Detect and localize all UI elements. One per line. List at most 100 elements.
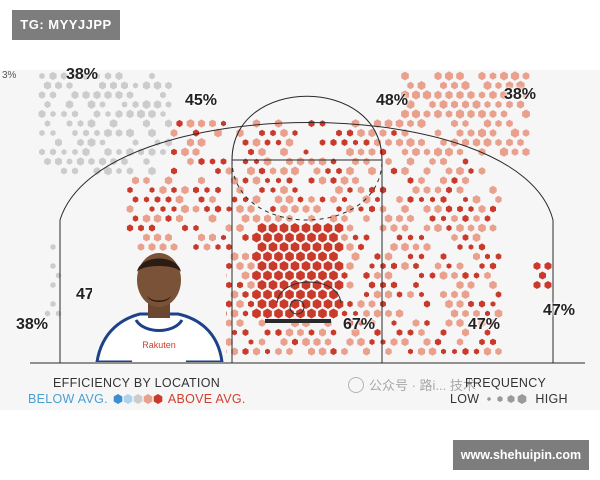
shot-hex [495, 119, 502, 128]
shot-hex [396, 214, 403, 223]
shot-hex [142, 214, 151, 223]
shot-hex [357, 128, 365, 138]
shot-hex [307, 270, 316, 281]
shot-hex [143, 233, 150, 242]
shot-hex [506, 100, 513, 109]
shot-hex [434, 71, 442, 81]
shot-hex [539, 271, 546, 280]
shot-hex [384, 290, 393, 299]
shot-hex [483, 119, 492, 128]
efficiency-swatch [113, 394, 123, 404]
shot-hex [143, 176, 150, 185]
shot-hex [143, 157, 150, 166]
shot-hex [39, 148, 45, 156]
shot-hex [462, 138, 469, 147]
shot-hex [143, 119, 150, 128]
shot-hex [269, 167, 277, 175]
shot-hex [230, 176, 239, 185]
shot-hex [456, 262, 464, 270]
shot-hex [225, 167, 233, 175]
shot-hex [324, 338, 332, 346]
shot-hex [401, 224, 409, 232]
shot-hex [380, 262, 386, 270]
below-avg-label: BELOW AVG. [28, 392, 108, 406]
shot-hex [247, 262, 255, 270]
shot-hex [516, 100, 525, 109]
shot-hex [428, 347, 437, 356]
shot-hex [66, 120, 73, 127]
shot-hex [456, 71, 464, 81]
pct-left-corner-top: 38% [66, 66, 99, 83]
shot-hex [104, 128, 112, 138]
shot-hex [121, 157, 128, 166]
shot-hex [401, 166, 409, 176]
shot-hex [484, 271, 491, 280]
shot-hex [296, 251, 305, 262]
shot-hex [368, 319, 376, 327]
shot-hex [153, 233, 162, 242]
shot-hex [203, 243, 211, 251]
shot-hex [208, 214, 217, 223]
shot-hex [323, 242, 333, 252]
shot-hex [461, 80, 470, 91]
shot-hex [286, 177, 293, 184]
shot-hex [457, 244, 463, 250]
restricted-arc [276, 281, 342, 304]
shot-hex [505, 81, 514, 90]
shot-hex [407, 290, 414, 299]
shot-hex [270, 129, 276, 137]
shot-hex [417, 118, 426, 129]
shot-hex [363, 271, 370, 280]
shot-hex [363, 234, 370, 241]
shot-hex [412, 185, 420, 195]
shot-hex [456, 148, 464, 156]
shot-hex [434, 109, 442, 119]
shot-hex [198, 233, 205, 242]
shot-hex [401, 71, 409, 81]
shot-hex [276, 177, 281, 184]
shot-hex [301, 280, 311, 290]
shot-hex [483, 138, 492, 147]
shot-hex [55, 157, 62, 166]
shot-hex [319, 328, 326, 337]
shot-hex [160, 91, 166, 99]
shot-hex [396, 138, 403, 147]
shot-hex [132, 176, 139, 185]
shot-hex [290, 223, 300, 233]
shot-hex [456, 300, 464, 308]
shot-hex [143, 196, 150, 203]
shot-hex [418, 176, 425, 185]
shot-hex [115, 90, 123, 100]
shot-hex [373, 290, 382, 299]
shot-hex [159, 185, 167, 195]
shot-hex [291, 204, 299, 214]
top-left-fragment: 3% [2, 70, 17, 81]
shot-hex [346, 242, 354, 252]
shot-hex [88, 157, 95, 166]
watermark: 公众号 · 路i... 技术 [348, 375, 476, 394]
shot-hex [209, 119, 216, 128]
shot-hex [160, 148, 166, 156]
shot-hex [346, 319, 354, 327]
shot-hex [407, 177, 414, 184]
shot-hex [226, 281, 232, 289]
shot-hex [440, 290, 447, 299]
shot-hex [456, 166, 464, 176]
shot-hex [116, 167, 122, 175]
shot-hex [401, 261, 409, 271]
shot-hex [467, 109, 475, 119]
shot-hex [171, 148, 177, 156]
shot-hex [368, 128, 376, 138]
shot-hex [286, 347, 293, 356]
shot-hex [137, 243, 145, 251]
shot-hex [94, 72, 100, 80]
shot-hex [153, 81, 162, 90]
shot-hex [418, 328, 425, 337]
shot-hex [225, 224, 233, 232]
shot-hex [292, 130, 298, 136]
shot-hex [274, 270, 283, 281]
shot-hex [441, 348, 446, 355]
efficiency-swatches [112, 393, 164, 405]
shot-hex [290, 242, 300, 252]
shot-hex [313, 337, 321, 347]
